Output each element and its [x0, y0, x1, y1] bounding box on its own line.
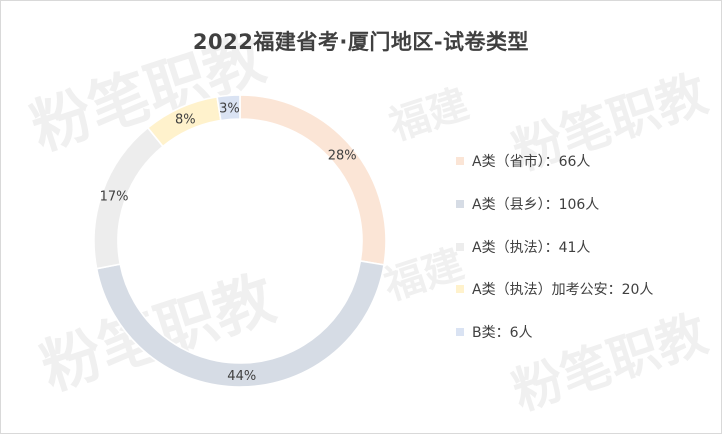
slice-percent-label: 28% [328, 148, 357, 163]
legend-item: A类（执法）加考公安：20人 [456, 278, 716, 300]
slice-percent-label: 17% [100, 189, 129, 204]
donut-slices [93, 94, 387, 388]
slice-percent-label: 3% [219, 101, 240, 116]
chart-legend: A类（省市）：66人 A类（县乡）：106人 A类（执法）：41人 A类（执法）加考公… [456, 150, 716, 364]
donut-slice [239, 94, 387, 266]
slice-percent-label: 8% [175, 113, 196, 128]
chart-title: 2022福建省考·厦门地区-试卷类型 [192, 30, 530, 54]
legend-label: A类（执法）：41人 [472, 239, 591, 256]
donut-slice [216, 94, 241, 122]
legend-item: B类：6人 [456, 321, 716, 343]
legend-item: A类（执法）：41人 [456, 236, 716, 258]
legend-label: B类：6人 [472, 325, 533, 342]
legend-swatch [456, 328, 464, 337]
watermark-text: 福建 [383, 81, 474, 150]
legend-swatch [456, 242, 464, 251]
legend-label: A类（省市）：66人 [472, 154, 591, 170]
legend-label: A类（县乡）：106人 [472, 196, 600, 213]
legend-label: A类（执法）加考公安：20人 [472, 282, 654, 299]
slice-labels: 28% 44% 17% 8% 3% [100, 101, 357, 384]
legend-swatch [456, 157, 464, 165]
legend-item: A类（省市）：66人 [456, 150, 716, 172]
legend-swatch [456, 285, 464, 294]
legend-item: A类（县乡）：106人 [456, 193, 716, 215]
legend-swatch [456, 199, 464, 208]
slice-percent-label: 44% [227, 369, 256, 384]
